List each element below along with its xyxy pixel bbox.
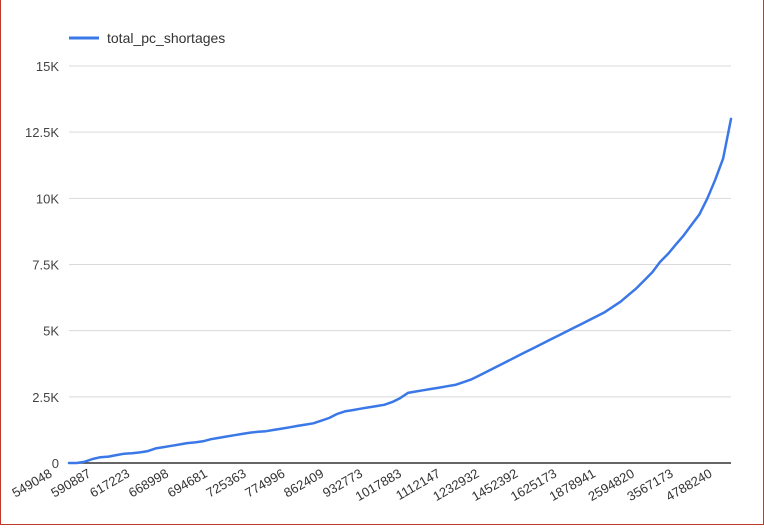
x-tick-label: 694681: [165, 466, 210, 501]
y-tick-label: 7.5K: [32, 258, 59, 273]
legend-label: total_pc_shortages: [107, 30, 225, 46]
x-tick-label: 862409: [281, 466, 326, 501]
y-tick-label: 2.5K: [32, 390, 59, 405]
x-tick-label: 668998: [126, 466, 171, 501]
x-tick-label: 617223: [87, 466, 132, 501]
x-tick-label: 774996: [242, 466, 287, 501]
y-tick-label: 5K: [43, 324, 59, 339]
y-tick-label: 0: [52, 456, 59, 471]
x-tick-label: 725363: [204, 466, 249, 501]
x-tick-label: 549048: [9, 466, 54, 501]
y-tick-label: 15K: [36, 59, 59, 74]
y-tick-label: 10K: [36, 191, 59, 206]
y-tick-label: 12.5K: [25, 125, 59, 140]
series-line-total-pc-shortages: [67, 117, 733, 465]
